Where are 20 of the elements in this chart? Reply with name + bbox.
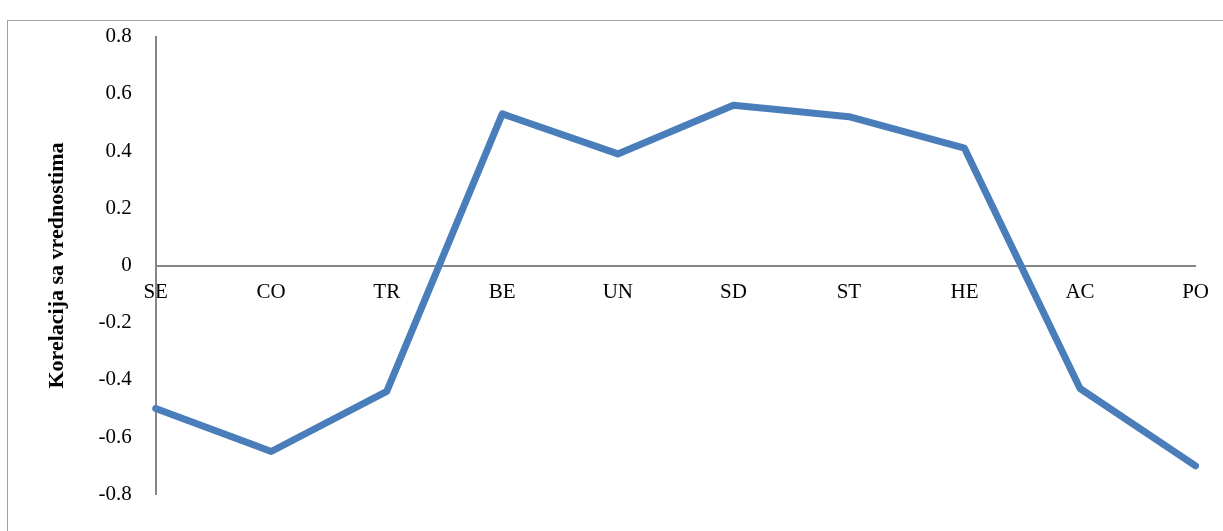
- x-tick-label: PO: [1182, 278, 1210, 303]
- y-tick-label: 0.6: [105, 80, 132, 105]
- y-tick-label: -0.2: [98, 309, 132, 334]
- y-axis-title: Korelacija sa vrednostima: [42, 142, 68, 389]
- y-tick-label: 0.4: [105, 137, 133, 162]
- x-tick-label: ST: [836, 278, 862, 303]
- y-tick-label: -0.8: [98, 480, 132, 505]
- x-tick-label: TR: [373, 278, 401, 303]
- y-tick-label: -0.4: [98, 366, 133, 391]
- x-tick-label: SD: [719, 278, 747, 303]
- y-tick-label: 0.2: [105, 194, 132, 219]
- x-tick-label: SE: [143, 278, 168, 303]
- x-tick-label: UN: [602, 278, 634, 303]
- y-tick-label: -0.6: [98, 423, 132, 448]
- x-tick-label: AC: [1065, 278, 1095, 303]
- y-tick-label: 0: [121, 252, 132, 277]
- y-tick-label: 0.8: [105, 23, 132, 48]
- x-tick-label: HE: [950, 278, 979, 303]
- x-tick-label: CO: [256, 278, 286, 303]
- x-tick-label: BE: [488, 278, 516, 303]
